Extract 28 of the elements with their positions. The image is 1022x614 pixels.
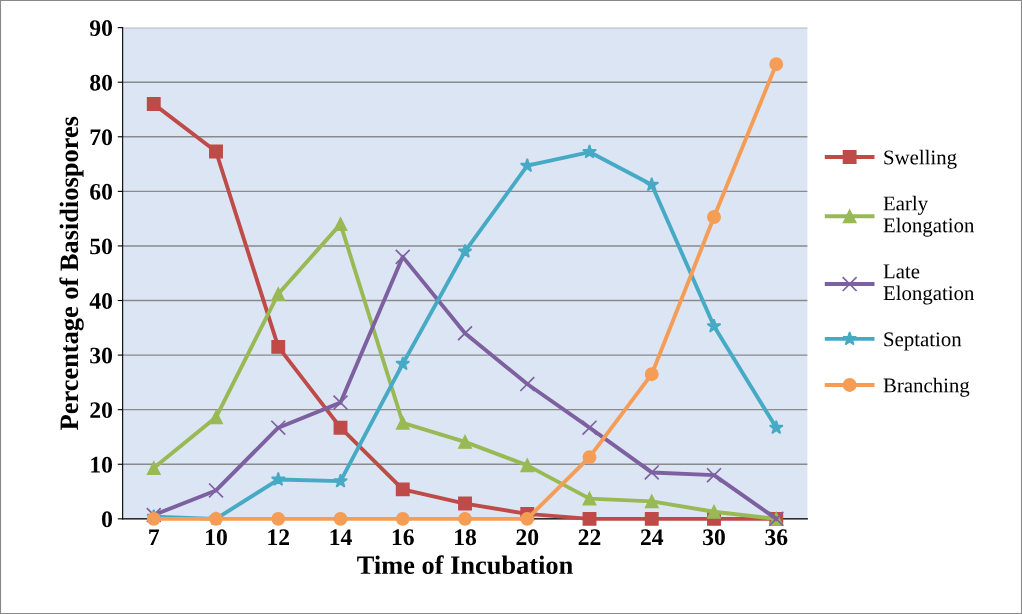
legend-label: Swelling — [884, 149, 957, 169]
x-tick-label: 10 — [206, 529, 227, 546]
y-tick-label: 0 — [102, 511, 113, 528]
y-axis-title: Percentage of Basidiospores — [59, 116, 84, 430]
legend-label: Septation — [884, 332, 962, 351]
x-tick-label: 18 — [455, 529, 477, 546]
y-tick-label: 10 — [91, 456, 113, 473]
x-tick-label: 20 — [516, 529, 539, 546]
y-tick-label: 70 — [90, 129, 113, 146]
y-tick-label: 20 — [90, 402, 113, 419]
x-tick-label: 24 — [640, 529, 664, 545]
y-tick-label: 80 — [90, 74, 113, 91]
y-tick-label: 90 — [89, 20, 113, 37]
x-tick-label: 12 — [268, 529, 290, 545]
y-tick-label: 40 — [89, 293, 113, 309]
legend-label: Late Elongation — [883, 264, 975, 305]
y-tick-label: 30 — [90, 347, 113, 364]
y-tick-label: 60 — [90, 183, 113, 200]
x-tick-label: 16 — [392, 529, 414, 546]
x-tick-label: 7 — [149, 529, 160, 545]
legend-label: Early Elongation — [883, 195, 975, 237]
x-tick-label: 30 — [703, 529, 725, 546]
y-tick-label: 50 — [90, 238, 113, 255]
x-tick-label: 14 — [330, 529, 352, 545]
x-tick-label: 22 — [578, 529, 601, 545]
x-axis-title: Time of Incubation — [357, 555, 573, 575]
x-tick-label: 36 — [765, 529, 788, 546]
legend-label: Branching — [883, 377, 970, 397]
